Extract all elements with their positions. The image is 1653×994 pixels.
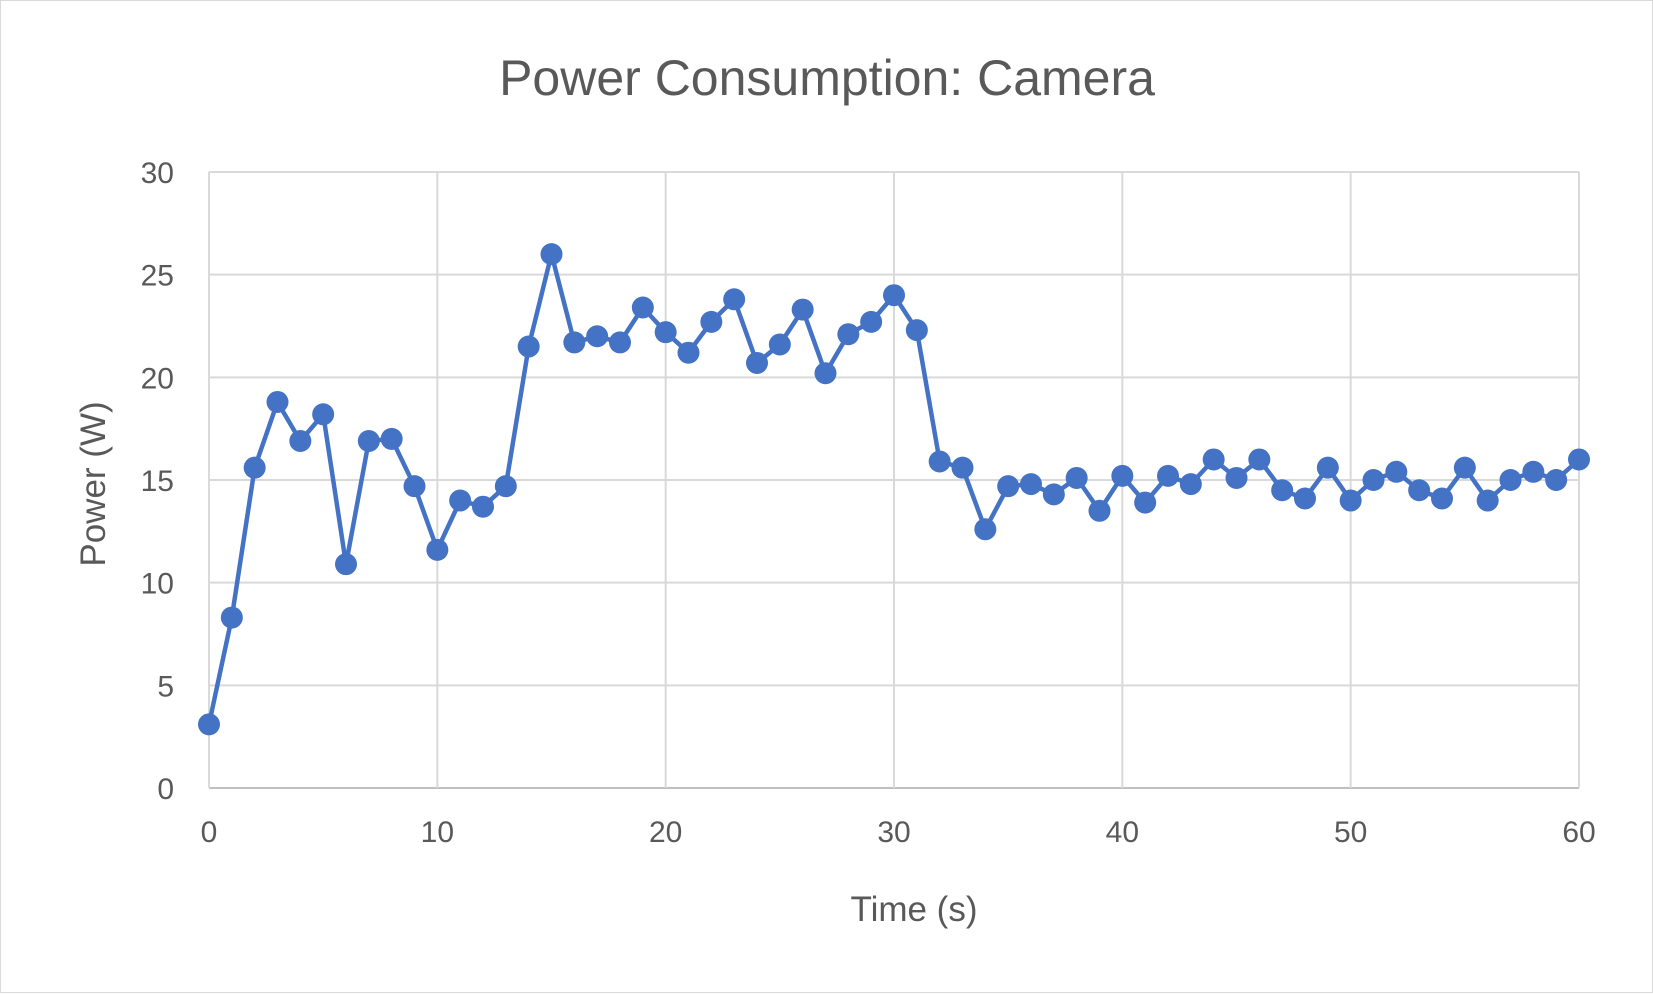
data-point <box>746 351 768 374</box>
data-point <box>380 427 403 450</box>
data-point <box>974 518 997 541</box>
data-point <box>1271 479 1294 502</box>
y-tick-label: 20 <box>141 362 174 395</box>
data-point <box>1339 489 1362 512</box>
data-point <box>1020 473 1042 496</box>
gridlines <box>208 171 1580 789</box>
data-point <box>1042 483 1065 506</box>
y-axis-label: Power (W) <box>74 401 113 566</box>
y-tick-label: 0 <box>157 773 174 806</box>
x-axis-ticks: 0 10 20 30 40 50 60 <box>201 816 1596 849</box>
y-tick-label: 10 <box>141 568 174 601</box>
data-point <box>1362 469 1385 491</box>
data-point <box>1202 448 1225 471</box>
chart-title: Power Consumption: Camera <box>499 50 1155 106</box>
data-point <box>677 341 700 364</box>
x-tick-label: 30 <box>877 816 910 849</box>
data-point <box>768 333 791 356</box>
y-axis-ticks: 0 5 10 15 20 25 30 <box>141 157 174 806</box>
x-tick-label: 40 <box>1106 816 1139 849</box>
data-point <box>631 296 654 319</box>
data-point <box>951 456 974 479</box>
data-point <box>1248 448 1271 471</box>
data-point <box>1111 464 1134 487</box>
data-point <box>1431 487 1453 510</box>
data-point <box>1476 489 1499 512</box>
y-tick-label: 25 <box>141 260 174 293</box>
x-tick-label: 50 <box>1334 816 1367 849</box>
data-point <box>426 538 449 561</box>
x-axis-label: Time (s) <box>850 890 977 929</box>
data-point <box>997 475 1020 498</box>
data-point <box>1065 466 1088 489</box>
x-tick-label: 20 <box>649 816 682 849</box>
data-point <box>814 362 837 385</box>
data-point <box>1499 469 1522 491</box>
x-tick-label: 60 <box>1562 816 1595 849</box>
x-tick-label: 0 <box>201 816 218 849</box>
data-point <box>1385 460 1408 483</box>
data-point <box>312 403 335 426</box>
data-point <box>1453 456 1476 479</box>
data-point <box>1568 448 1590 471</box>
data-point <box>928 450 951 473</box>
data-point <box>654 321 677 344</box>
data-point <box>1157 464 1179 487</box>
series-power <box>198 243 1590 736</box>
data-point <box>1316 456 1339 479</box>
data-point <box>540 243 563 266</box>
data-point <box>403 475 426 498</box>
data-point <box>266 390 289 413</box>
data-point <box>905 319 928 342</box>
data-point <box>700 310 723 333</box>
data-point <box>1088 499 1111 522</box>
data-point <box>472 495 494 518</box>
data-point <box>335 553 357 576</box>
data-point <box>1545 469 1568 491</box>
data-point <box>1225 466 1248 489</box>
data-point <box>1522 460 1545 483</box>
data-point <box>791 298 814 321</box>
data-point <box>837 323 860 346</box>
data-point <box>1408 479 1431 502</box>
data-point <box>243 456 266 479</box>
data-point <box>494 475 517 498</box>
x-tick-label: 10 <box>421 816 454 849</box>
data-point <box>883 284 905 307</box>
y-tick-label: 30 <box>141 157 174 190</box>
data-point <box>860 310 883 333</box>
data-point <box>289 429 312 452</box>
y-tick-label: 5 <box>157 670 174 703</box>
data-point <box>563 331 586 354</box>
data-point <box>723 288 746 311</box>
data-point <box>609 331 631 354</box>
y-tick-label: 15 <box>141 465 174 498</box>
data-point <box>1134 491 1157 514</box>
data-point <box>1294 487 1316 510</box>
data-point <box>449 489 472 512</box>
data-point <box>220 606 243 629</box>
data-point <box>586 325 609 348</box>
data-point <box>517 335 540 358</box>
data-point <box>1179 473 1202 496</box>
data-point <box>198 713 220 736</box>
data-point <box>357 429 380 452</box>
